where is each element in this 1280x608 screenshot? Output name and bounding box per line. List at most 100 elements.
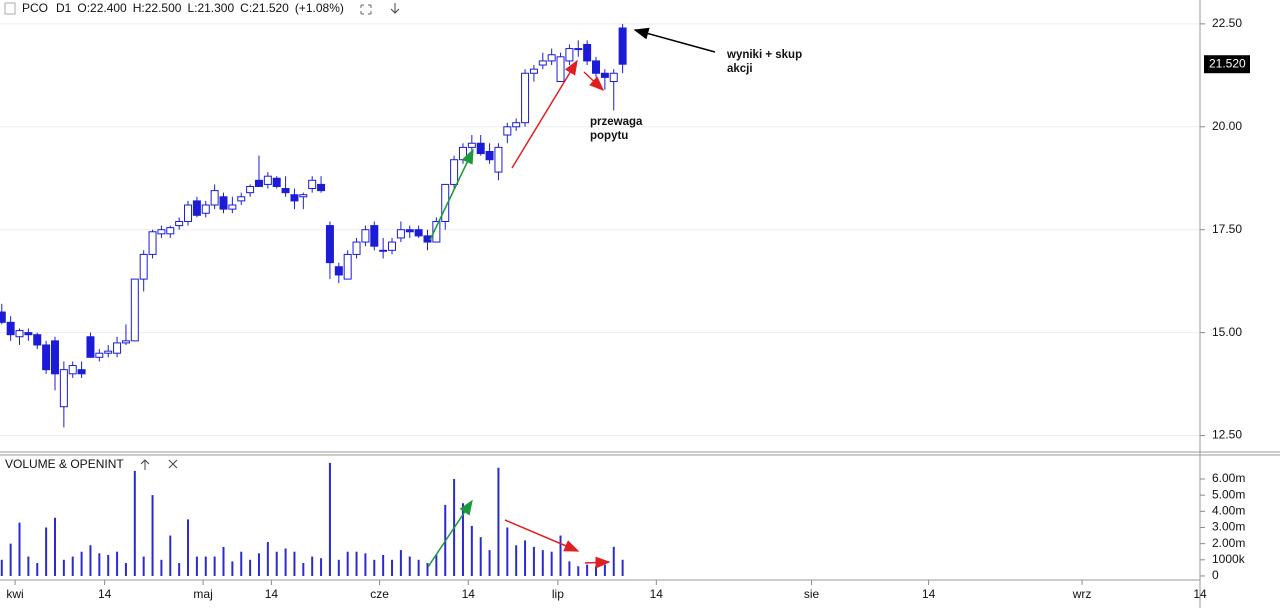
candle-body xyxy=(121,340,130,344)
close-icon[interactable] xyxy=(168,459,178,469)
candle-body xyxy=(379,249,388,252)
annotation: popytu xyxy=(590,130,628,142)
candle-body xyxy=(42,344,51,371)
y-tick-label: 2.00m xyxy=(1212,536,1245,550)
y-tick-label: 1000k xyxy=(1212,552,1246,566)
candle-body xyxy=(139,253,148,280)
y-tick-label: 20.00 xyxy=(1212,119,1242,133)
candle-body xyxy=(210,190,219,206)
candle-body xyxy=(77,369,86,375)
candle-body xyxy=(281,188,290,194)
arrow xyxy=(504,519,580,552)
x-tick-label: wrz xyxy=(1072,587,1092,601)
last-price-label: 21.520 xyxy=(1209,56,1246,70)
x-tick-label: 14 xyxy=(265,587,279,601)
candle-body xyxy=(308,179,317,190)
candle-body xyxy=(157,229,166,235)
ohlc: C:21.520 xyxy=(240,1,289,15)
candle-body xyxy=(237,196,246,202)
ohlc: L:21.300 xyxy=(187,1,234,15)
candle-body xyxy=(450,159,459,185)
last-price-box xyxy=(1204,55,1250,74)
y-tick-label: 22.50 xyxy=(1212,16,1242,30)
candle-body xyxy=(334,266,343,276)
candle-body xyxy=(263,175,272,185)
candle-body xyxy=(33,334,42,346)
arrow xyxy=(511,59,578,169)
timeframe: D1 xyxy=(56,1,72,15)
volume-title: VOLUME & OPENINT xyxy=(5,457,124,471)
candle-body xyxy=(50,340,59,375)
x-tick-label: 14 xyxy=(1193,587,1207,601)
candle-body xyxy=(512,122,521,128)
candle-body xyxy=(565,48,574,62)
arrows xyxy=(427,27,716,569)
candle-body xyxy=(254,179,263,187)
arrow xyxy=(427,499,473,568)
arrow xyxy=(584,556,611,569)
candle-body xyxy=(432,220,441,243)
candle-body xyxy=(538,60,547,66)
marks xyxy=(0,23,627,576)
arrow xyxy=(633,27,716,53)
candle-body xyxy=(86,336,95,358)
candle-body xyxy=(219,196,228,210)
candle-body xyxy=(95,352,104,358)
symbol: PCO xyxy=(22,1,48,15)
grid xyxy=(0,23,1205,585)
candle-body xyxy=(485,150,494,161)
y-tick-label: 17.50 xyxy=(1212,222,1242,236)
candle-body xyxy=(104,350,113,354)
ohlc: (+1.08%) xyxy=(295,1,344,15)
candle-body xyxy=(148,231,157,255)
candle-body xyxy=(290,194,299,202)
candle-body xyxy=(0,311,6,323)
x-tick-label: sie xyxy=(804,587,820,601)
candle-body xyxy=(59,369,68,408)
arrow xyxy=(429,148,474,241)
x-tick-label: 14 xyxy=(462,587,476,601)
y-tick-label: 0 xyxy=(1212,568,1219,582)
candle-body xyxy=(547,54,556,62)
candle-body xyxy=(272,177,281,187)
ohlc: O:22.400 xyxy=(77,1,127,15)
y-tick-label: 5.00m xyxy=(1212,487,1245,501)
candle-body xyxy=(618,27,627,65)
candle-body xyxy=(476,142,485,155)
down-icon[interactable] xyxy=(390,3,400,14)
candle-body xyxy=(352,241,361,255)
y-tick-label: 3.00m xyxy=(1212,520,1245,534)
candle-body xyxy=(184,204,193,222)
x-tick-label: 14 xyxy=(98,587,112,601)
candle-body xyxy=(458,146,467,161)
x-tick-label: lip xyxy=(552,587,564,601)
x-tick-label: 14 xyxy=(650,587,664,601)
candle-body xyxy=(175,220,184,227)
candle-body xyxy=(130,278,139,342)
candle-body xyxy=(396,229,405,239)
expand-icon[interactable] xyxy=(360,4,372,15)
candle-body xyxy=(592,60,601,74)
x-tick-label: maj xyxy=(193,587,212,601)
candle-body xyxy=(503,126,512,136)
candle-body xyxy=(441,183,450,222)
candle-body xyxy=(343,253,352,280)
candle-body xyxy=(228,204,237,210)
collapse-icon[interactable] xyxy=(4,2,16,15)
candle-body xyxy=(521,72,530,124)
candle-body xyxy=(600,72,609,78)
candle-body xyxy=(317,183,326,192)
candle-body xyxy=(529,68,538,74)
candle-body xyxy=(166,227,175,235)
candle-body xyxy=(6,321,15,336)
annotation: przewaga xyxy=(590,116,643,128)
up-icon[interactable] xyxy=(140,459,150,470)
candle-body xyxy=(113,342,122,354)
candle-body xyxy=(574,48,583,51)
y-tick-label: 6.00m xyxy=(1212,471,1245,485)
y-tick-label: 15.00 xyxy=(1212,325,1242,339)
candle-body xyxy=(201,204,210,214)
candle-body xyxy=(405,229,414,233)
annotation: wyniki + skup xyxy=(726,49,802,61)
